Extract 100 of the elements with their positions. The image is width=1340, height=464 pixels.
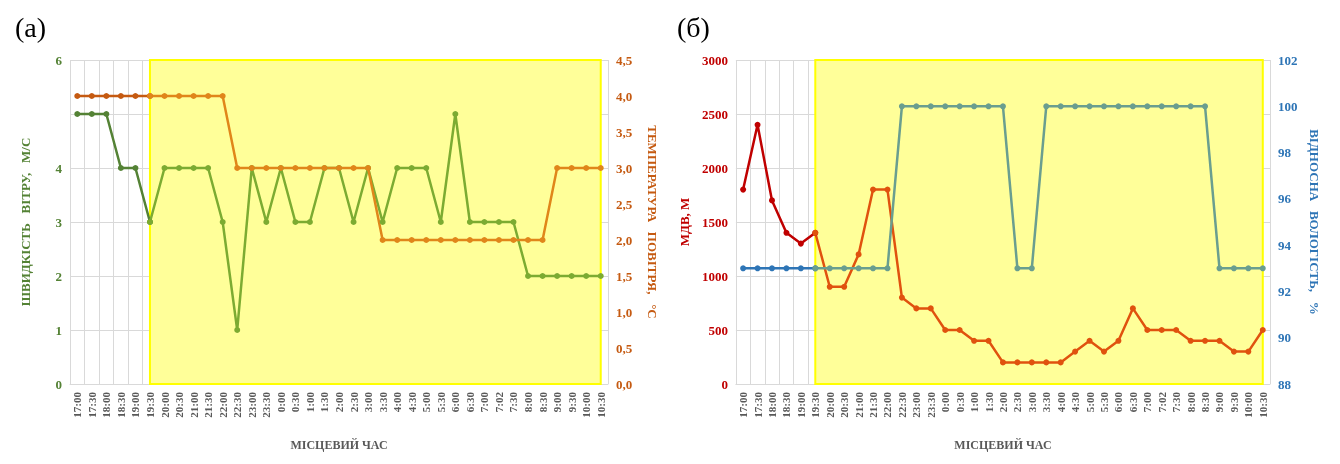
y2-tick-label: 90 (1278, 330, 1291, 346)
point (161, 93, 168, 99)
point (408, 165, 415, 171)
x-tick-label: 8:00 (1184, 391, 1197, 413)
x-tick-label: 23:30 (924, 391, 937, 418)
x-tick-label: 2:30 (347, 391, 360, 413)
point (161, 165, 168, 171)
x-tick-label: 20:30 (838, 391, 851, 418)
x-tick-label: 18:30 (114, 391, 127, 418)
point (466, 237, 473, 243)
point (583, 273, 590, 279)
y-tick-label: 2500 (701, 106, 728, 122)
point (437, 237, 444, 243)
point (1086, 337, 1093, 344)
x-tick-label: 5:00 (1083, 391, 1096, 413)
x-tick-label: 7:02 (492, 391, 505, 413)
y-tick-label: 3 (55, 214, 63, 230)
y-tick-label: 1500 (701, 214, 728, 230)
x-tick-label: 1:00 (968, 391, 981, 413)
x-tick-label: 4:00 (1054, 391, 1067, 413)
x-tick-label: 19:30 (809, 391, 822, 418)
point (481, 219, 488, 225)
point (1072, 348, 1079, 355)
x-tick-label: 10:00 (580, 391, 593, 418)
x-tick-label: 18:00 (765, 391, 778, 418)
point (132, 93, 139, 99)
point (898, 294, 905, 301)
x-tick-label: 6:30 (1126, 391, 1139, 413)
point (292, 219, 299, 225)
point (408, 237, 415, 243)
point (423, 237, 430, 243)
y2-tick-label: 1,0 (616, 304, 633, 320)
x-tick-label: 17:30 (751, 391, 764, 418)
point (117, 93, 124, 99)
point (1259, 327, 1266, 333)
point (597, 273, 604, 279)
y-tick-label: 0 (721, 376, 728, 392)
point (306, 219, 313, 225)
x-tick-label: 9:00 (1213, 391, 1226, 413)
point (234, 165, 241, 171)
x-tick-label: 19:00 (129, 391, 142, 418)
y2-tick-label: 96 (1278, 191, 1292, 207)
point (754, 121, 761, 128)
point (740, 186, 747, 193)
x-tick-label: 8:00 (522, 391, 535, 413)
y2-tick-label: 4,0 (616, 88, 633, 104)
point (74, 111, 81, 117)
point (870, 186, 877, 193)
point (1202, 337, 1209, 344)
y2-tick-label: 2,5 (616, 196, 633, 212)
y-axis-title: МДВ, М (677, 197, 692, 247)
point (394, 237, 401, 243)
y2-tick-label: 1,5 (616, 268, 633, 284)
point (495, 237, 502, 243)
point (956, 327, 963, 333)
point (927, 305, 934, 312)
y2-tick-label: 0,5 (616, 340, 633, 356)
x-tick-label: 5:00 (420, 391, 433, 413)
point (219, 93, 226, 99)
y2-tick-label: 100 (1278, 98, 1298, 114)
point (525, 273, 532, 279)
point (234, 327, 241, 333)
x-tick-label: 7:30 (1170, 391, 1183, 413)
y2-tick-label: 92 (1278, 283, 1291, 299)
point (942, 327, 949, 333)
point (423, 165, 430, 171)
point (190, 93, 197, 99)
x-tick-label: 20:00 (823, 391, 836, 418)
y-tick-label: 1000 (701, 268, 728, 284)
x-tick-label: 10:00 (1242, 391, 1255, 418)
y-axis-title: ШВИДКІСТЬ ВІТРУ, М/С (18, 137, 33, 307)
point (306, 165, 313, 171)
y-tick-label: 2 (55, 268, 62, 284)
y2-tick-label: 3,5 (616, 124, 633, 140)
point (525, 237, 532, 243)
y-tick-label: 3000 (701, 52, 728, 68)
point (176, 93, 183, 99)
x-tick-label: 5:30 (1098, 391, 1110, 413)
x-tick-label: 3:30 (1040, 391, 1053, 413)
x-tick-label: 0:00 (274, 391, 287, 413)
y-tick-label: 1 (55, 322, 62, 338)
x-tick-label: 2:30 (1011, 391, 1024, 413)
point (1101, 348, 1107, 355)
x-tick-label: 22:30 (231, 391, 244, 418)
x-tick-label: 10:30 (1256, 391, 1269, 418)
x-tick-label: 4:30 (405, 391, 418, 413)
y2-axis-title: ТЕМПЕРАТУРА ПОВІТРЯ, °С (645, 125, 660, 319)
x-tick-label: 21:30 (867, 391, 880, 418)
point (539, 237, 546, 243)
x-tick-label: 2:00 (996, 391, 1009, 413)
point (568, 273, 575, 279)
point (350, 165, 357, 171)
point (510, 237, 517, 243)
point (1115, 337, 1122, 344)
y-tick-label: 2000 (701, 160, 728, 176)
x-tick-label: 20:00 (158, 391, 171, 418)
x-tick-label: 7:02 (1155, 391, 1168, 413)
x-tick-label: 1:30 (318, 391, 331, 413)
x-tick-label: 9:00 (551, 391, 564, 413)
x-tick-label: 0:00 (939, 391, 952, 413)
